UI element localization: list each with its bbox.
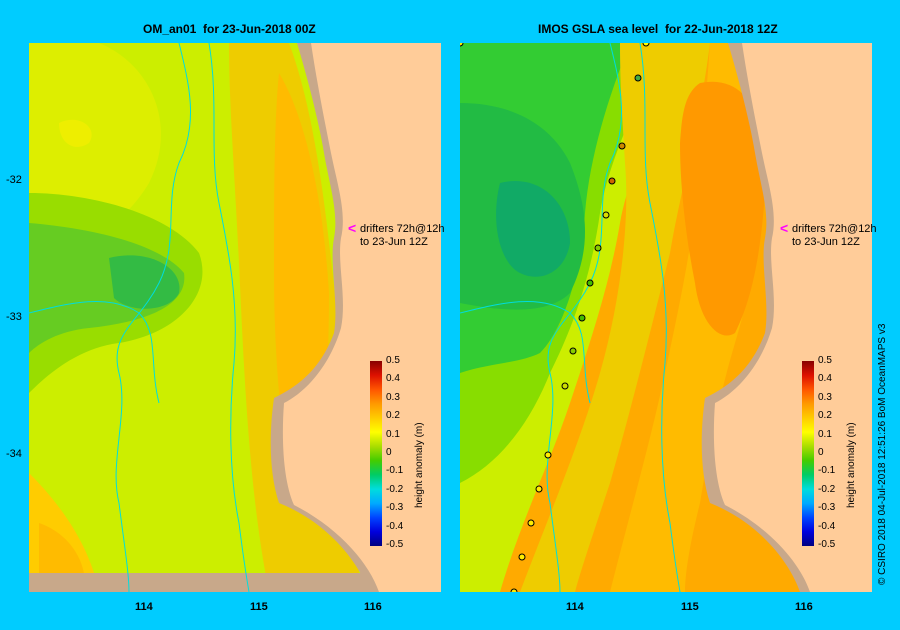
- right-colorbar-tick: -0.2: [818, 483, 836, 495]
- left-colorbar-tick: -0.4: [386, 520, 404, 532]
- left-colorbar-tick: -0.3: [386, 502, 404, 514]
- left-colorbar-tick: 0: [386, 447, 392, 458]
- right-colorbar-tick: 0.1: [818, 428, 832, 440]
- right-colorbar-tick: 0.3: [818, 391, 832, 403]
- right-colorbar-tick: -0.4: [818, 520, 836, 532]
- left-colorbar-tick: 0.1: [386, 428, 400, 440]
- right-drifter-note: < drifters 72h@12h to 23-Jun 12Z: [780, 221, 877, 249]
- left-colorbar-tick: -0.1: [386, 465, 404, 477]
- right-colorbar-tick: 0.2: [818, 410, 832, 422]
- right-lon-label-116: 116: [795, 601, 813, 613]
- left-colorbar-tick: 0.3: [386, 391, 400, 403]
- left-panel-title: OM_an01 for 23-Jun-2018 00Z: [143, 22, 316, 36]
- right-colorbar-tick: 0: [818, 447, 824, 458]
- right-colorbar-tick: 0.5: [818, 355, 832, 366]
- lat-label-33: -33: [6, 311, 22, 323]
- right-colorbar-label: height anomaly (m): [846, 422, 857, 508]
- drifter-arrow-icon: <: [780, 220, 789, 236]
- right-lon-label-115: 115: [681, 601, 699, 613]
- left-colorbar-tick: 0.2: [386, 410, 400, 422]
- right-colorbar-tick: -0.5: [818, 539, 836, 550]
- right-colorbar: [802, 361, 814, 546]
- left-lon-label-114: 114: [135, 601, 153, 613]
- left-colorbar-label: height anomaly (m): [414, 422, 425, 508]
- left-colorbar-tick: 0.5: [386, 355, 400, 366]
- left-colorbar-tick: 0.4: [386, 373, 400, 385]
- right-lon-label-114: 114: [566, 601, 584, 613]
- drifter-markers: [460, 43, 650, 592]
- left-map[interactable]: [29, 43, 441, 592]
- left-lon-label-115: 115: [250, 601, 268, 613]
- right-colorbar-tick: -0.3: [818, 502, 836, 514]
- left-map-svg: [29, 43, 441, 592]
- left-drifter-note: < drifters 72h@12h to 23-Jun 12Z: [348, 221, 445, 249]
- lat-label-32: -32: [6, 174, 22, 186]
- drifter-arrow-icon: <: [348, 220, 357, 236]
- lat-label-34: -34: [6, 448, 22, 460]
- drifter-note-line1: drifters 72h@12h: [360, 223, 445, 235]
- right-colorbar-tick: 0.4: [818, 373, 832, 385]
- right-colorbar-tick: -0.1: [818, 465, 836, 477]
- right-map-svg: [460, 43, 872, 592]
- left-colorbar-tick: -0.5: [386, 539, 404, 550]
- left-lon-label-116: 116: [364, 601, 382, 613]
- right-map[interactable]: [460, 43, 872, 592]
- drifter-note-line1: drifters 72h@12h: [792, 223, 877, 235]
- drifter-note-line2: to 23-Jun 12Z: [792, 236, 860, 248]
- drifter-note-line2: to 23-Jun 12Z: [360, 236, 428, 248]
- credit-text: © CSIRO 2018 04-Jul-2018 12:51:26 BoM Oc…: [877, 323, 888, 585]
- left-colorbar-tick: -0.2: [386, 483, 404, 495]
- right-panel-title: IMOS GSLA sea level for 22-Jun-2018 12Z: [538, 22, 778, 36]
- left-colorbar: [370, 361, 382, 546]
